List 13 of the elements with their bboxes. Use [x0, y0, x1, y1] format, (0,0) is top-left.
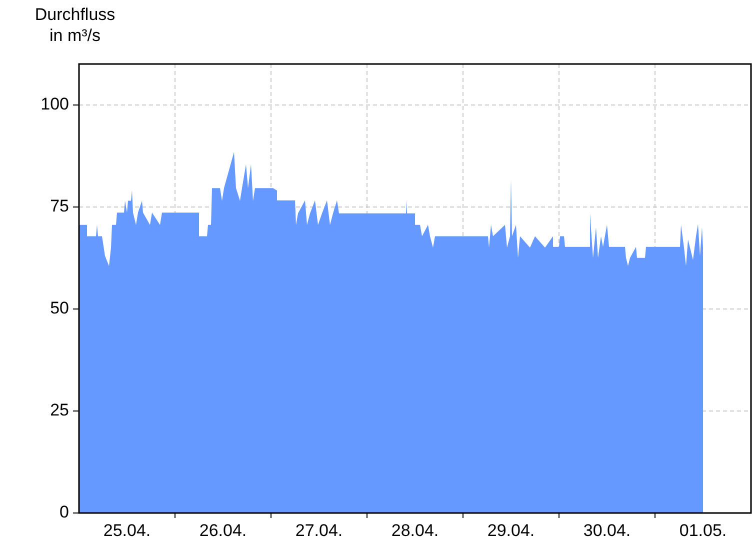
y-tick-label: 0: [60, 502, 69, 522]
x-tick-label: 29.04.: [487, 520, 535, 540]
x-tick-label: 27.04.: [295, 520, 343, 540]
x-tick-label: 26.04.: [199, 520, 247, 540]
y-tick-label: 100: [40, 94, 69, 114]
x-tick-label: 28.04.: [391, 520, 439, 540]
x-tick-label: 30.04.: [583, 520, 631, 540]
y-tick-label: 25: [50, 400, 69, 420]
x-tick-label: 25.04.: [103, 520, 151, 540]
x-tick-label: 01.05.: [679, 520, 727, 540]
y-tick-label: 50: [50, 298, 69, 318]
y-axis-title: Durchfluss in m³/s: [34, 4, 116, 46]
y-tick-label: 75: [50, 196, 69, 216]
